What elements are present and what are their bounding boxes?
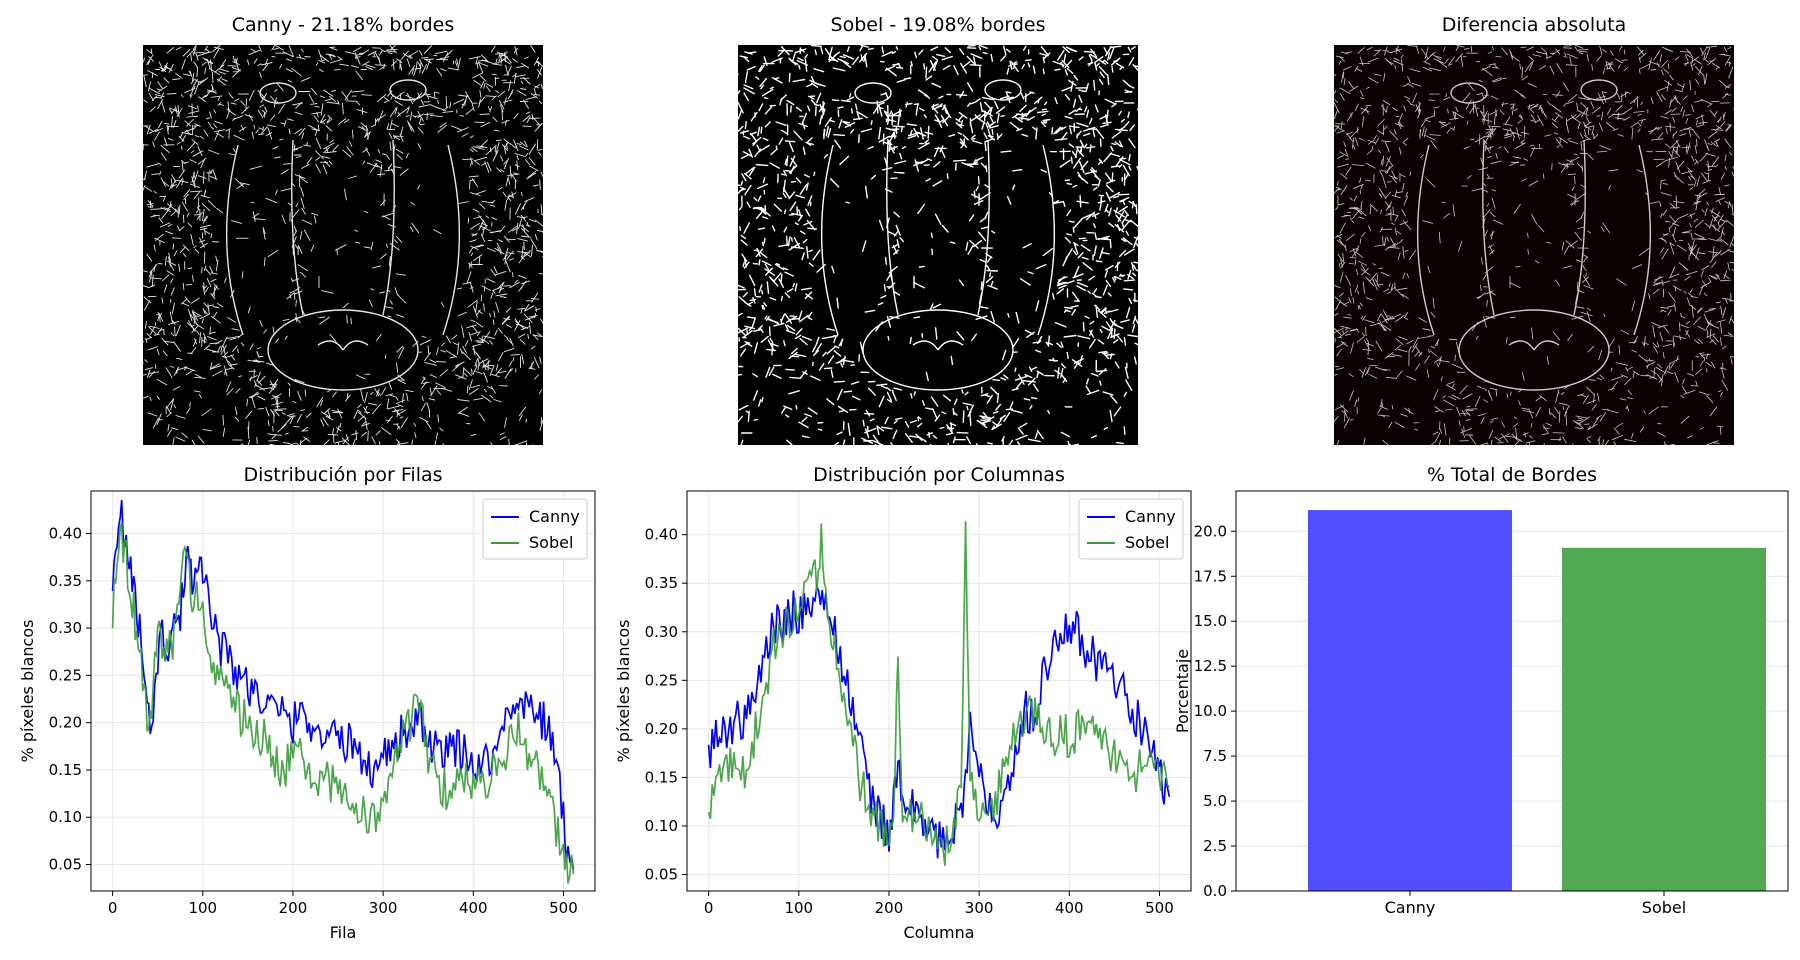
rows-chart-xtick-label: 400	[459, 899, 488, 917]
canny-edge-image	[143, 45, 543, 445]
columns-chart-xtick-label: 100	[784, 899, 813, 917]
image-background	[738, 45, 1138, 445]
rows-chart-legend-label-sobel: Sobel	[529, 533, 573, 552]
rows-chart-frame	[90, 490, 596, 892]
columns-chart-series-canny	[707, 583, 1171, 859]
columns-chart-xtick-label: 400	[1055, 899, 1084, 917]
columns-chart-xtick-label: 200	[875, 899, 904, 917]
total-chart-ytick-label: 20.0	[1194, 522, 1227, 540]
columns-chart-legend-label-sobel: Sobel	[1125, 533, 1169, 552]
total-chart-ytick-label: 0.0	[1203, 882, 1227, 900]
rows-chart-ytick-label: 0.30	[49, 619, 82, 637]
total-chart-ytick-label: 10.0	[1194, 702, 1227, 720]
rows-chart: 0 100 200 300 400 500 0.05 0.10 0.15 0.20 0.25 0.30…	[18, 464, 596, 942]
rows-chart-ytick-label: 0.10	[49, 808, 82, 826]
total-chart-xtick-label: Canny	[1385, 898, 1436, 917]
difference-image	[1334, 45, 1734, 445]
total-chart: Canny Sobel 0.0 2.5 5.0 7.5 10.0 12.5 15.0 17.5 20…	[1173, 464, 1789, 917]
rows-chart-series-sobel	[111, 522, 575, 884]
rows-chart-xtick-label: 300	[369, 899, 398, 917]
columns-chart-ytick-label: 0.05	[645, 865, 678, 883]
rows-chart-xlabel: Fila	[330, 923, 357, 942]
rows-chart-xtick-label: 100	[188, 899, 217, 917]
difference-image-title: Diferencia absoluta	[1441, 14, 1627, 36]
columns-chart: 0 100 200 300 400 500 0.05 0.10 0.15 0.20 0.25 0.30…	[614, 464, 1192, 942]
total-chart-ytick-label: 7.5	[1203, 747, 1227, 765]
total-chart-frame	[1235, 490, 1789, 892]
edge-strokes	[738, 45, 1138, 445]
edge-strokes	[1334, 45, 1734, 445]
image-background	[1334, 45, 1734, 445]
total-chart-title: % Total de Bordes	[1427, 464, 1597, 486]
edge-strokes	[143, 45, 543, 445]
columns-chart-xtick-label: 500	[1145, 899, 1174, 917]
total-chart-ytick-label: 5.0	[1203, 792, 1227, 810]
sobel-edge-map-icon	[738, 45, 1138, 445]
total-chart-ytick-label: 17.5	[1194, 567, 1227, 585]
columns-chart-legend: Canny Sobel	[1078, 498, 1184, 560]
columns-chart-ytick-label: 0.35	[645, 574, 678, 592]
columns-chart-xtick-label: 300	[965, 899, 994, 917]
canny-edge-map-icon	[143, 45, 543, 445]
face-contours	[820, 79, 1056, 391]
columns-chart-ytick-label: 0.25	[645, 671, 678, 689]
face-contours	[225, 79, 461, 391]
rows-chart-ytick-label: 0.25	[49, 666, 82, 684]
rows-chart-ytick-label: 0.20	[49, 714, 82, 732]
rows-chart-ylabel: % píxeles blancos	[18, 620, 37, 763]
total-chart-ytick-label: 15.0	[1194, 612, 1227, 630]
difference-map-icon	[1334, 45, 1734, 445]
face-contours	[1416, 79, 1652, 391]
rows-chart-title: Distribución por Filas	[243, 464, 442, 486]
total-chart-ylabel: Porcentaje	[1173, 649, 1192, 733]
columns-chart-ytick-label: 0.30	[645, 623, 678, 641]
columns-chart-ytick-label: 0.10	[645, 817, 678, 835]
total-chart-xtick-label: Sobel	[1642, 898, 1686, 917]
rows-chart-series-canny	[111, 499, 575, 870]
total-chart-ytick-label: 12.5	[1194, 657, 1227, 675]
rows-chart-legend: Canny Sobel	[482, 498, 588, 560]
columns-chart-series-sobel	[707, 521, 1170, 866]
columns-chart-frame	[686, 490, 1192, 892]
rows-chart-ytick-label: 0.35	[49, 572, 82, 590]
sobel-image-title: Sobel - 19.08% bordes	[830, 14, 1046, 36]
sobel-edge-image	[738, 45, 1138, 445]
rows-chart-ytick-label: 0.40	[49, 525, 82, 543]
rows-chart-xtick-label: 200	[279, 899, 308, 917]
columns-chart-ytick-label: 0.40	[645, 526, 678, 544]
rows-chart-xtick-label: 0	[108, 899, 118, 917]
total-chart-bar-sobel	[1562, 547, 1766, 891]
total-chart-bar-canny	[1308, 510, 1512, 891]
rows-chart-ytick-label: 0.05	[49, 856, 82, 874]
canny-image-title: Canny - 21.18% bordes	[231, 14, 455, 36]
columns-chart-ytick-label: 0.20	[645, 720, 678, 738]
columns-chart-xtick-label: 0	[704, 899, 714, 917]
columns-chart-ytick-label: 0.15	[645, 768, 678, 786]
columns-chart-ylabel: % píxeles blancos	[614, 620, 633, 763]
columns-chart-title: Distribución por Columnas	[813, 464, 1065, 486]
total-chart-ytick-label: 2.5	[1203, 837, 1227, 855]
rows-chart-ytick-label: 0.15	[49, 761, 82, 779]
columns-chart-xlabel: Columna	[903, 923, 974, 942]
rows-chart-legend-label-canny: Canny	[529, 507, 580, 526]
columns-chart-legend-label-canny: Canny	[1125, 507, 1176, 526]
rows-chart-xtick-label: 500	[549, 899, 578, 917]
